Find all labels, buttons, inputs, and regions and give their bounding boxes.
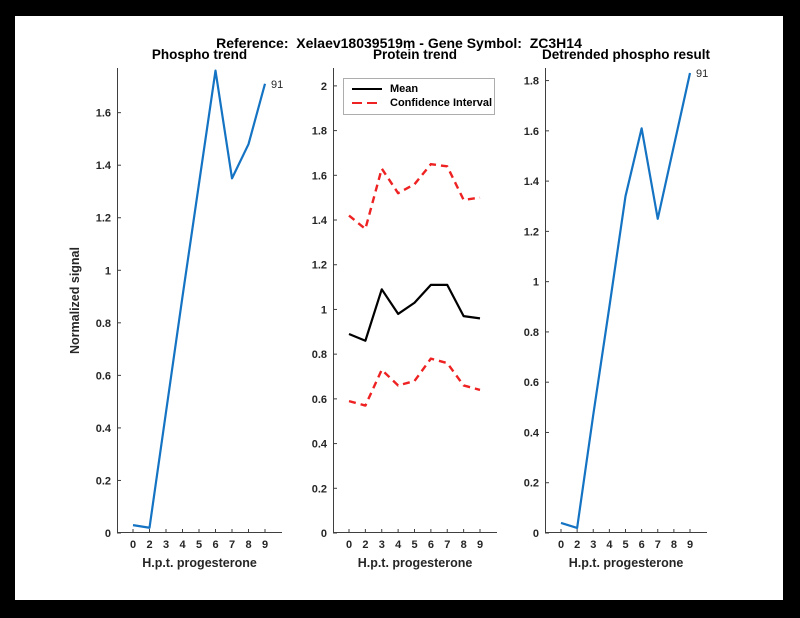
x-tick-label: 3 — [379, 539, 385, 551]
legend-entry-confidence-interval: Confidence Interval — [352, 96, 492, 110]
x-tick-label: 9 — [262, 539, 268, 551]
x-tick-label: 8 — [671, 539, 677, 551]
y-tick-label: 1.6 — [524, 126, 539, 138]
x-tick-label: 7 — [444, 539, 450, 551]
y-tick-label: 0 — [105, 528, 111, 540]
y-tick-label: 1.4 — [312, 215, 328, 227]
plot-title: Protein trend — [373, 47, 457, 62]
y-tick-label: 1.4 — [524, 176, 540, 188]
y-axis-label: Normalized signal — [68, 247, 82, 354]
y-tick-label: 0.6 — [96, 370, 111, 382]
protein-trend-chart: 00.20.40.60.811.21.41.61.820 2 3 4 5 6 7 8 9Prot… — [312, 47, 497, 570]
figure-canvas: Reference: Xelaev18039519m - Gene Symbol… — [15, 16, 783, 600]
y-tick-label: 1.2 — [312, 260, 327, 272]
y-tick-label: 1 — [533, 277, 539, 289]
y-tick-label: 0.2 — [524, 478, 539, 490]
y-tick-label: 2 — [321, 81, 327, 93]
y-tick-label: 0.6 — [524, 377, 539, 389]
x-tick-label: 2 — [574, 539, 580, 551]
x-axis-label: H.p.t. progesterone — [142, 556, 257, 570]
x-tick-label: 5 — [622, 539, 628, 551]
x-axis-label: H.p.t. progesterone — [358, 556, 473, 570]
x-tick-label: 4 — [606, 539, 613, 551]
x-tick-label: 6 — [639, 539, 645, 551]
x-tick-label: 7 — [229, 539, 235, 551]
y-tick-label: 1.8 — [524, 76, 539, 88]
protein-trend-plot: 0 0.2 0.4 0.6 0.8 1 1.2 1.4 1.6 1.8 2 0 2 3 4 5 6 7 8 9 Prot… — [312, 47, 497, 570]
x-tick-label: 0 — [558, 539, 564, 551]
x-tick-label: 9 — [477, 539, 483, 551]
y-tick-label: 1 — [321, 304, 327, 316]
phospho-signal-line — [132, 69, 267, 529]
detrended-phospho-chart: 00.20.40.60.811.21.41.61.80 2 3 4 5 6 7 8 9Detre… — [524, 47, 711, 570]
confidence-interval-upper-line — [348, 162, 481, 231]
plot-title: Phospho trend — [152, 47, 247, 62]
plot-title: Detrended phospho result — [542, 47, 711, 62]
confidence-interval-lower-line — [348, 357, 481, 407]
x-tick-label: 0 — [346, 539, 352, 551]
y-tick-label: 0 — [533, 528, 539, 540]
y-tick-label: 1.2 — [524, 226, 539, 238]
detrended-phospho-plot: 0 0.2 0.4 0.6 0.8 1 1.2 1.4 1.6 1.8 0 2 3 4 5 6 7 8 9 Detre… — [524, 47, 711, 570]
y-tick-label: 1.4 — [96, 160, 112, 172]
y-tick-label: 1.6 — [312, 170, 327, 182]
y-tick-label: 0.4 — [96, 423, 112, 435]
x-tick-label: 6 — [212, 539, 218, 551]
legend-label-mean: Mean — [390, 83, 419, 95]
x-tick-label: 4 — [395, 539, 402, 551]
x-tick-label: 8 — [245, 539, 251, 551]
series-end-label: 91 — [696, 68, 708, 80]
legend: Mean Confidence Interval — [343, 78, 495, 115]
x-tick-label: 3 — [163, 539, 169, 551]
series-end-label: 91 — [271, 79, 283, 91]
confidence-interval-line-swatch — [352, 101, 382, 105]
x-tick-label: 9 — [687, 539, 693, 551]
y-tick-label: 0.2 — [96, 475, 111, 487]
y-tick-label: 0.4 — [312, 439, 328, 451]
y-tick-label: 0 — [321, 528, 327, 540]
y-tick-label: 1.8 — [312, 126, 327, 138]
x-tick-label: 3 — [590, 539, 596, 551]
y-tick-label: 0.8 — [312, 349, 327, 361]
legend-entry-mean: Mean — [352, 82, 488, 96]
y-tick-label: 0.4 — [524, 427, 540, 439]
mean-line-swatch — [352, 88, 382, 90]
x-tick-label: 7 — [655, 539, 661, 551]
x-tick-label: 6 — [428, 539, 434, 551]
x-tick-label: 4 — [179, 539, 186, 551]
mean-line — [348, 283, 481, 342]
phospho-trend-plot: 0 0.2 0.4 0.6 0.8 1 1.2 1.4 1.6 0 2 3 4 5 6 7 8 9 Phospho … — [68, 47, 283, 570]
detrended-phospho-signal-line — [560, 72, 692, 530]
x-tick-label: 2 — [146, 539, 152, 551]
y-tick-label: 1 — [105, 265, 111, 277]
y-tick-label: 0.2 — [312, 483, 327, 495]
y-tick-label: 0.8 — [96, 318, 111, 330]
y-tick-label: 0.6 — [312, 394, 327, 406]
x-axis-label: H.p.t. progesterone — [569, 556, 684, 570]
legend-label-confidence-interval: Confidence Interval — [390, 97, 493, 109]
y-tick-label: 1.6 — [96, 108, 111, 120]
x-tick-label: 0 — [130, 539, 136, 551]
x-tick-label: 5 — [411, 539, 417, 551]
phospho-trend-chart: 00.20.40.60.811.21.41.60 2 3 4 5 6 7 8 9Phospho … — [68, 47, 283, 570]
x-tick-label: 2 — [362, 539, 368, 551]
x-tick-label: 8 — [461, 539, 467, 551]
x-tick-label: 5 — [196, 539, 202, 551]
y-tick-label: 1.2 — [96, 213, 111, 225]
figure-title: Reference: Xelaev18039519m - Gene Symbol… — [216, 35, 582, 51]
y-tick-label: 0.8 — [524, 327, 539, 339]
